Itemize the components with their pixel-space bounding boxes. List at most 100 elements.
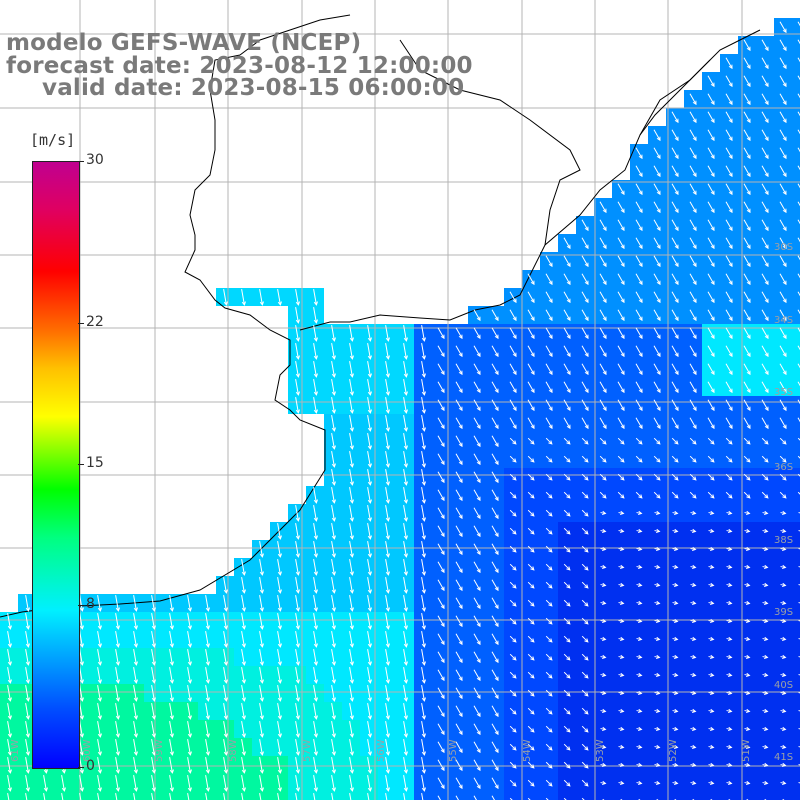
wind-arrow	[97, 595, 102, 612]
wind-arrow	[223, 595, 228, 612]
wind-arrow	[385, 325, 390, 342]
wind-arrow	[385, 379, 390, 396]
wind-arrow	[653, 183, 661, 196]
field-cell	[198, 792, 216, 800]
wind-arrow	[743, 363, 751, 376]
wind-arrow	[331, 397, 336, 414]
lat-label: 34S	[774, 315, 793, 326]
wind-arrow	[403, 649, 408, 666]
wind-arrow	[151, 685, 156, 702]
wind-arrow	[725, 399, 733, 412]
wind-arrow	[455, 669, 463, 682]
wind-arrow	[385, 415, 390, 432]
wind-arrow	[779, 39, 787, 52]
wind-arrow	[599, 237, 607, 250]
wind-arrow	[581, 545, 589, 553]
lat-label: 39S	[774, 607, 793, 618]
wind-arrow	[527, 689, 535, 697]
wind-arrow	[599, 309, 607, 322]
wind-arrow	[259, 739, 264, 756]
wind-arrow	[545, 671, 553, 679]
wind-arrow	[527, 327, 535, 340]
wind-arrow	[223, 631, 228, 648]
wind-arrow	[743, 437, 751, 445]
wind-arrow	[421, 415, 426, 432]
wind-arrow	[689, 327, 697, 340]
wind-arrow	[689, 455, 697, 463]
wind-arrow	[437, 543, 445, 556]
wind-arrow	[331, 451, 336, 468]
wind-arrow	[671, 327, 679, 340]
field-cell	[774, 792, 792, 800]
wind-arrow	[779, 437, 787, 445]
wind-arrow	[707, 363, 715, 376]
wind-arrow	[421, 541, 426, 558]
wind-arrow	[545, 473, 553, 481]
wind-arrow	[725, 455, 733, 463]
wind-arrow	[367, 667, 372, 684]
wind-arrow	[367, 685, 372, 702]
wind-arrow	[563, 491, 571, 499]
wind-arrow	[313, 667, 318, 684]
wind-arrow	[241, 775, 246, 792]
wind-arrow	[313, 361, 318, 378]
wind-arrow	[797, 201, 800, 207]
wind-arrow	[726, 762, 733, 768]
wind-arrow	[690, 546, 697, 552]
wind-arrow	[725, 255, 733, 268]
wind-arrow	[223, 775, 228, 792]
wind-arrow	[259, 541, 264, 558]
wind-arrow	[509, 599, 517, 607]
wind-arrow	[385, 667, 390, 684]
wind-arrow	[581, 291, 589, 304]
wind-arrow	[349, 487, 354, 504]
field-cell	[792, 378, 800, 396]
wind-arrow	[385, 757, 390, 774]
wind-arrow	[313, 685, 318, 702]
wind-arrow	[385, 487, 390, 504]
wind-arrow	[349, 667, 354, 684]
wind-arrow	[277, 541, 282, 558]
wind-arrow	[151, 739, 156, 756]
wind-arrow	[509, 743, 517, 751]
wind-arrow	[563, 779, 571, 787]
wind-arrow	[491, 309, 499, 322]
wind-arrow	[295, 343, 300, 360]
field-cell	[792, 234, 800, 252]
wind-arrow	[708, 564, 715, 570]
wind-arrow	[689, 93, 697, 106]
wind-arrow	[313, 703, 318, 720]
wind-arrow	[545, 399, 553, 412]
wind-arrow	[672, 636, 679, 642]
wind-arrow	[349, 451, 354, 468]
field-cell	[180, 792, 198, 800]
wind-arrow	[527, 743, 535, 751]
wind-arrow	[241, 613, 246, 630]
field-cell	[792, 576, 800, 594]
wind-arrow	[313, 577, 318, 594]
wind-arrow	[241, 757, 246, 774]
wind-arrow	[744, 600, 751, 606]
wind-arrow	[744, 744, 751, 750]
wind-arrow	[367, 415, 372, 432]
wind-arrow	[313, 613, 318, 630]
wind-arrow	[617, 491, 625, 499]
wind-arrow	[617, 417, 625, 430]
wind-arrow	[115, 739, 120, 756]
wind-arrow	[313, 757, 318, 774]
colorbar-tick-label: 15	[86, 455, 104, 471]
field-cell	[792, 144, 800, 162]
wind-arrow	[761, 345, 769, 358]
wind-arrow	[707, 129, 715, 142]
wind-arrow	[672, 528, 679, 534]
field-cell	[72, 792, 90, 800]
lon-label: 60W	[82, 739, 93, 762]
wind-arrow	[295, 559, 300, 576]
wind-arrow	[689, 363, 697, 376]
wind-arrow	[277, 577, 282, 594]
wind-arrow	[223, 721, 228, 738]
wind-arrow	[403, 739, 408, 756]
wind-arrow	[313, 793, 316, 800]
wind-arrow	[690, 726, 697, 732]
wind-arrow	[761, 39, 769, 52]
